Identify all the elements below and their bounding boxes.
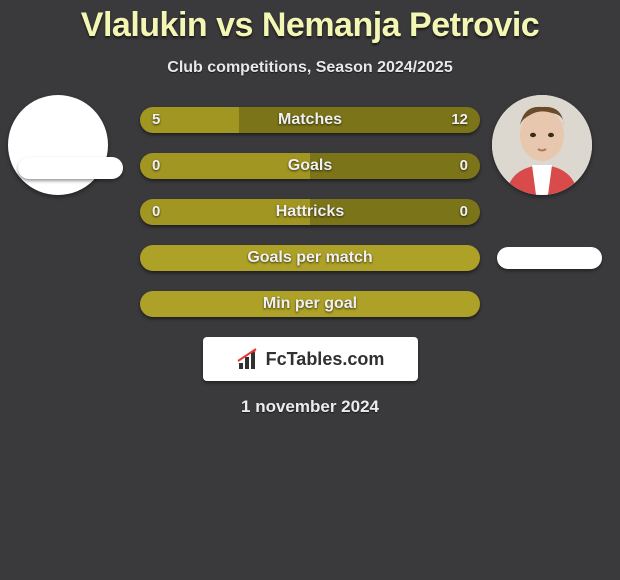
stat-row: 00Goals: [140, 153, 480, 179]
stat-bar-left: [140, 153, 310, 179]
player-photo-icon: [492, 95, 592, 195]
stat-label: Min per goal: [140, 291, 480, 317]
date-text: 1 november 2024: [0, 397, 620, 417]
brand-bars-icon: [236, 347, 262, 371]
player-left-avatar: [8, 95, 108, 195]
stat-row: 512Matches: [140, 107, 480, 133]
player-right-avatar: [492, 95, 592, 195]
stat-bar-left: [140, 199, 310, 225]
player-left-label-pill: [18, 157, 123, 179]
stat-row: Min per goal: [140, 291, 480, 317]
page-title: Vlalukin vs Nemanja Petrovic: [0, 0, 620, 45]
player-right-label-pill: [497, 247, 602, 269]
stat-row: Goals per match: [140, 245, 480, 271]
comparison-arena: 512Matches 00Goals 00Hattricks Goals per ma…: [0, 107, 620, 317]
brand-text: FcTables.com: [266, 349, 385, 370]
stat-bar-right: [310, 199, 480, 225]
stat-bar-right: [310, 153, 480, 179]
stat-bars: 512Matches 00Goals 00Hattricks Goals per ma…: [140, 107, 480, 317]
stat-bar-left: [140, 107, 239, 133]
stat-label: Goals per match: [140, 245, 480, 271]
stat-bar-right: [239, 107, 480, 133]
subtitle: Club competitions, Season 2024/2025: [0, 59, 620, 77]
stat-row: 00Hattricks: [140, 199, 480, 225]
brand-box[interactable]: FcTables.com: [203, 337, 418, 381]
